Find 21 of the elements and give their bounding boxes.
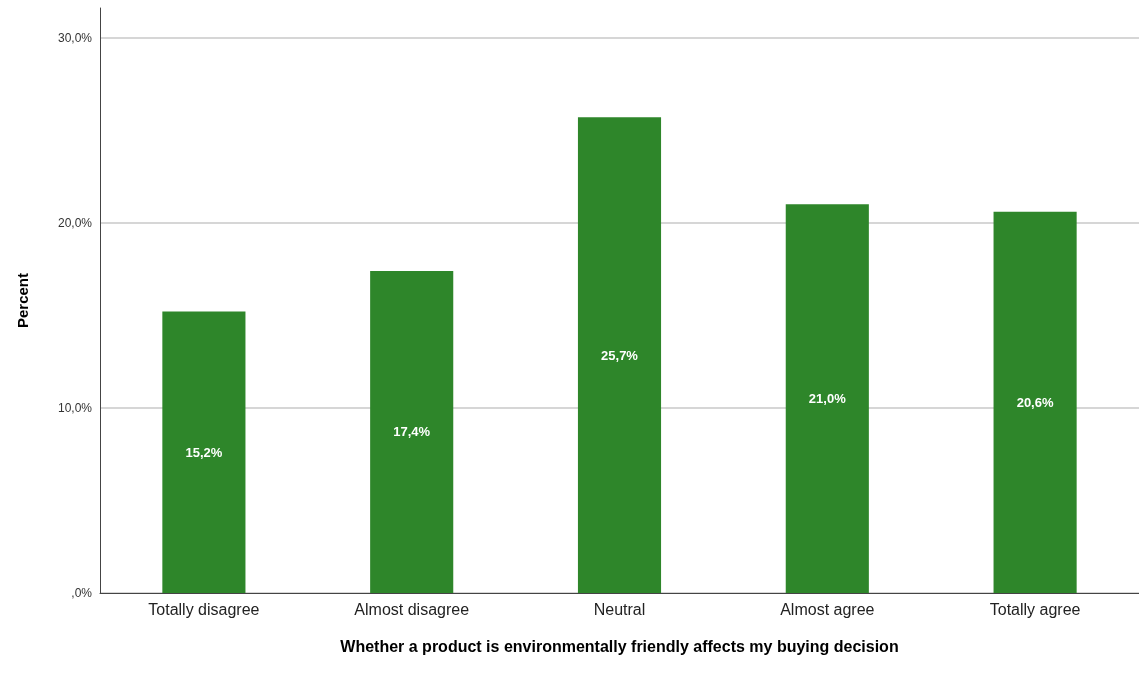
bar	[162, 311, 246, 593]
bar	[993, 211, 1077, 593]
bar	[370, 270, 454, 593]
y-tick-label: 30,0%	[57, 30, 93, 45]
x-tick-label: Almost agree	[780, 600, 875, 618]
data-label: 15,2%	[185, 444, 223, 460]
data-label: 21,0%	[808, 391, 847, 407]
data-label: 20,6%	[1016, 394, 1054, 410]
x-tick-label: Totally agree	[989, 600, 1081, 618]
x-axis-title: Whether a product is environmentally friendly affects my buying decision	[340, 637, 899, 655]
y-tick-label: 20,0%	[57, 215, 93, 230]
y-tick-label: 10,0%	[57, 400, 93, 415]
x-tick-label: Totally disagree	[148, 600, 260, 618]
x-tick-label: Neutral	[593, 600, 646, 618]
bar	[577, 117, 662, 593]
bar	[785, 204, 869, 593]
y-axis-title: Percent	[14, 272, 31, 329]
y-tick-label: ,0%	[71, 586, 93, 600]
data-label: 17,4%	[393, 424, 431, 440]
x-tick-label: Almost disagree	[354, 600, 470, 618]
data-label: 25,7%	[601, 347, 639, 363]
